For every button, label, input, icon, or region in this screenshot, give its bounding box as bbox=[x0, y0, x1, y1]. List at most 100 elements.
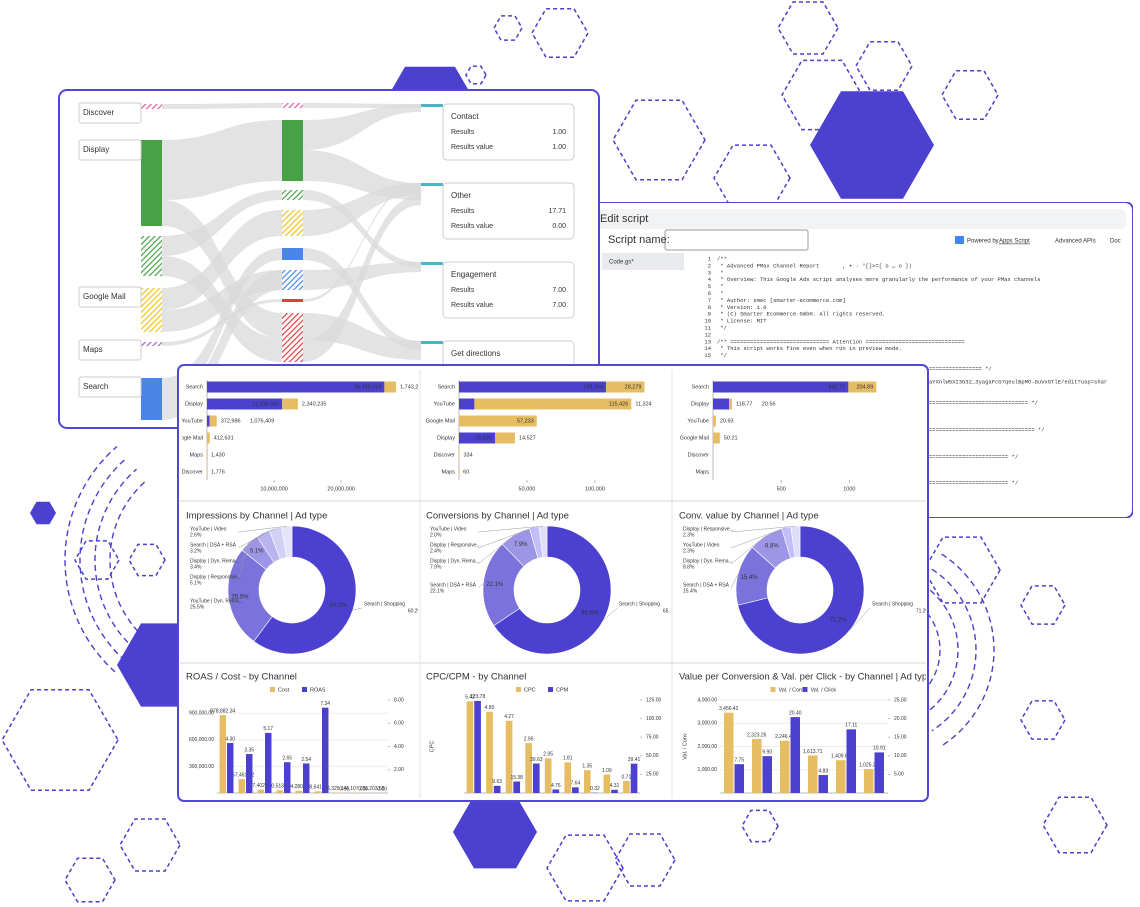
legend-label: Val. / Conv bbox=[779, 687, 806, 693]
value-label: 878,882.34 bbox=[210, 708, 235, 714]
source-label: Maps bbox=[83, 345, 103, 354]
value-label: 0.00 bbox=[339, 786, 349, 792]
value-label: 1,409.61 bbox=[831, 754, 851, 760]
value-label: 1,743,212 bbox=[400, 384, 424, 390]
slice-percent: 5.1% bbox=[190, 580, 202, 586]
file-tab[interactable] bbox=[602, 253, 684, 270]
value-label: 15.38 bbox=[510, 775, 523, 781]
hexagon-outline bbox=[1020, 585, 1066, 625]
result-label: Results bbox=[451, 129, 475, 136]
category-label: Maps bbox=[442, 469, 456, 475]
category-label: YouTube bbox=[181, 418, 203, 424]
value-label: 4.27 bbox=[504, 714, 514, 720]
source-label-box bbox=[78, 139, 142, 161]
hexagon-outline bbox=[1, 689, 119, 791]
value-label: 2,246.44 bbox=[775, 734, 795, 740]
flow bbox=[303, 183, 421, 302]
value-label: 334 bbox=[463, 452, 472, 458]
hexagon-outline bbox=[465, 65, 487, 85]
value-label: 26,438,154 bbox=[354, 384, 382, 390]
value-label: 7.64 bbox=[571, 781, 581, 787]
category-label: Search bbox=[186, 384, 203, 390]
x-tick-label: 100,000 bbox=[585, 486, 605, 492]
editor-link[interactable]: Doc bbox=[1110, 239, 1121, 245]
slice-name: Search | DSA + RSA bbox=[683, 582, 730, 588]
category-label: Google Mail bbox=[426, 418, 455, 424]
value-label: 30,513.44 bbox=[269, 784, 291, 790]
value-label: 39.63 bbox=[530, 757, 543, 763]
value-label: 3,456.42 bbox=[719, 706, 739, 712]
leader-line bbox=[730, 525, 796, 533]
slice-name: Search | Shopping bbox=[619, 601, 660, 607]
bar bbox=[282, 398, 298, 410]
bar bbox=[474, 700, 481, 793]
script-name-input[interactable] bbox=[664, 229, 809, 251]
value-label: 123.78 bbox=[470, 694, 486, 700]
apps-script-link[interactable]: Apps Script bbox=[999, 239, 1030, 245]
legend-label: Cost bbox=[278, 687, 290, 693]
hexagon-outline bbox=[855, 41, 913, 91]
x-tick-label: 50,000 bbox=[519, 486, 536, 492]
value-label: 3.35 bbox=[244, 747, 254, 753]
bar bbox=[295, 790, 302, 793]
hexagon-outline bbox=[119, 818, 181, 872]
editor-link[interactable]: Advanced APIs bbox=[1055, 239, 1096, 245]
bar bbox=[863, 769, 874, 793]
slice-percent: 2.6% bbox=[190, 532, 202, 538]
bar bbox=[207, 466, 208, 478]
value-label: 1,430 bbox=[211, 452, 225, 458]
slice-name: Search | Shopping bbox=[872, 601, 913, 607]
y-axis-label: Val. / Conv bbox=[682, 733, 688, 760]
bar bbox=[874, 752, 885, 793]
code-line: * This script works fine even when run i… bbox=[717, 345, 902, 352]
code-line: ================ */ bbox=[929, 365, 992, 372]
bar bbox=[723, 712, 734, 793]
leader-line bbox=[730, 527, 787, 549]
slice-percent: 2.3% bbox=[683, 548, 695, 554]
hexagon-outline bbox=[128, 543, 166, 577]
bar bbox=[276, 790, 283, 793]
slice-percent: 60.2% bbox=[408, 608, 423, 614]
result-title: Engagement bbox=[451, 270, 497, 279]
sankey-node bbox=[141, 236, 162, 276]
y-axis-label: CPC bbox=[429, 741, 435, 753]
legend-swatch bbox=[770, 687, 776, 692]
y2-tick-label: 50.00 bbox=[646, 753, 659, 759]
leader-line bbox=[477, 534, 516, 565]
donut-slice bbox=[737, 525, 865, 655]
value-label: 20.56 bbox=[762, 401, 776, 407]
bar bbox=[713, 381, 849, 393]
code-line: * bbox=[717, 269, 724, 276]
bar bbox=[466, 701, 474, 793]
bar bbox=[630, 763, 638, 793]
value-label: 4.80 bbox=[485, 705, 495, 711]
y2-tick-label: 25.00 bbox=[646, 772, 659, 778]
code-line: * Version: 1.0 bbox=[717, 304, 767, 311]
script-name-label: Script name: bbox=[608, 234, 670, 246]
chart-panel: Value per Conversion & Val. per Click - … bbox=[679, 672, 926, 794]
slice-label: 5.1% bbox=[250, 549, 264, 555]
hexagon-outline bbox=[493, 15, 523, 41]
bar bbox=[207, 398, 283, 410]
bar bbox=[246, 754, 253, 793]
flow bbox=[162, 210, 282, 310]
bar bbox=[474, 398, 632, 410]
value-label: 10.91 bbox=[873, 746, 886, 752]
y2-tick-label: 75.00 bbox=[646, 735, 659, 741]
value-label: 1,076,409 bbox=[250, 418, 274, 424]
legend-label: Val. / Click bbox=[811, 687, 837, 693]
value-label: 24,280.62 bbox=[288, 784, 310, 790]
slice-name: Display | Responsive... bbox=[430, 542, 481, 548]
category-label: Maps bbox=[190, 452, 204, 458]
sankey-node bbox=[141, 288, 162, 332]
category-label: Google Mail bbox=[174, 435, 203, 441]
source-label-box bbox=[78, 376, 142, 398]
bar bbox=[846, 729, 857, 793]
category-label: Discover bbox=[182, 469, 204, 475]
bar bbox=[544, 758, 552, 793]
slice-percent: 2.3% bbox=[683, 532, 695, 538]
line-number: 13 bbox=[704, 338, 711, 345]
chart-panel: CPC/CPM - by Channel CPC CPM 25.00 50.00 75.0… bbox=[426, 672, 662, 794]
leader-line bbox=[730, 535, 766, 565]
hexagon-outline bbox=[64, 857, 116, 903]
